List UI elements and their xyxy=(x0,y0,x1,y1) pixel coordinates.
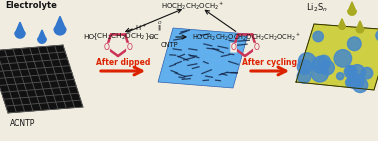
Polygon shape xyxy=(0,45,83,113)
Circle shape xyxy=(353,78,368,92)
Text: O: O xyxy=(231,43,237,52)
Text: $\mathsf{\{}$CH$_2$CH$_2$OCH$_2\mathsf{\}_n}$: $\mathsf{\{}$CH$_2$CH$_2$OCH$_2\mathsf{\… xyxy=(92,32,154,42)
Circle shape xyxy=(312,56,329,73)
Circle shape xyxy=(347,74,361,88)
Circle shape xyxy=(349,65,365,81)
Circle shape xyxy=(344,66,357,78)
Text: Electrolyte: Electrolyte xyxy=(5,1,57,10)
Text: Li$_2$S$_n$: Li$_2$S$_n$ xyxy=(306,1,328,14)
Text: After cycling: After cycling xyxy=(243,58,297,67)
Circle shape xyxy=(361,67,373,79)
Circle shape xyxy=(346,66,356,76)
Text: OC: OC xyxy=(149,34,160,40)
Text: HOCH$_2$CH$_2$OCH$_2$OCH$_2$CH$_2$OCH$_2$$^+$: HOCH$_2$CH$_2$OCH$_2$OCH$_2$CH$_2$OCH$_2… xyxy=(192,31,301,43)
Polygon shape xyxy=(339,19,345,29)
Text: O: O xyxy=(104,43,110,52)
Circle shape xyxy=(334,50,352,67)
Text: H$^+$: H$^+$ xyxy=(135,23,147,33)
Circle shape xyxy=(298,53,316,70)
Circle shape xyxy=(311,65,328,82)
Text: HO: HO xyxy=(83,34,94,40)
Circle shape xyxy=(297,70,311,83)
Text: O: O xyxy=(127,43,132,52)
Text: After dipped: After dipped xyxy=(96,58,150,67)
Polygon shape xyxy=(38,30,46,43)
Circle shape xyxy=(336,73,344,80)
Circle shape xyxy=(313,31,324,42)
Text: ACNTP: ACNTP xyxy=(10,119,36,128)
Text: $\overset{O}{\|}$: $\overset{O}{\|}$ xyxy=(157,20,162,33)
Circle shape xyxy=(347,37,361,51)
Polygon shape xyxy=(54,16,66,35)
Circle shape xyxy=(376,30,378,41)
Circle shape xyxy=(320,60,334,75)
Circle shape xyxy=(345,78,355,87)
Circle shape xyxy=(297,60,312,74)
Text: CNTP: CNTP xyxy=(161,42,179,48)
Polygon shape xyxy=(296,24,378,90)
Circle shape xyxy=(317,55,330,69)
Polygon shape xyxy=(348,2,356,15)
Polygon shape xyxy=(356,21,364,33)
Text: HOCH$_2$CH$_2$OCH$_2$$^+$: HOCH$_2$CH$_2$OCH$_2$$^+$ xyxy=(161,0,225,12)
Polygon shape xyxy=(158,28,248,88)
Text: O: O xyxy=(254,43,259,52)
Polygon shape xyxy=(15,22,25,38)
Circle shape xyxy=(350,74,364,88)
